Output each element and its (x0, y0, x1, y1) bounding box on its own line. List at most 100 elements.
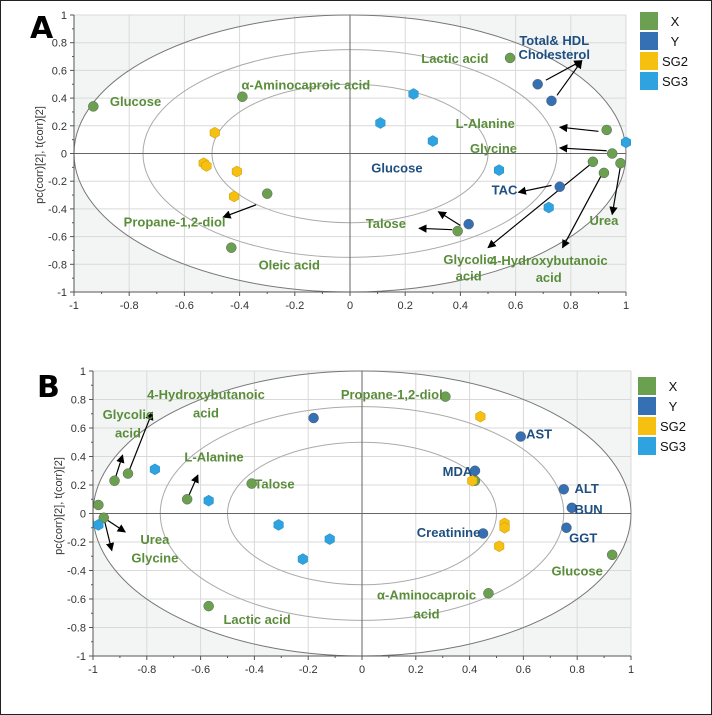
data-point-sg3 (427, 135, 438, 147)
y-axis-label-b: pc(corr)[2], t(corr)[2] (53, 457, 65, 555)
point-label: Cholesterol (518, 47, 590, 62)
annotation-arrow (222, 204, 257, 219)
x-tick-label: 0.6 (508, 300, 523, 312)
x-tick-label: -1 (69, 300, 79, 312)
legend-label-sg2: SG2 (660, 419, 686, 434)
y-tick-label: 0.6 (52, 65, 67, 77)
point-label: Glycine (470, 141, 517, 156)
x-tick-label: 0.4 (453, 300, 468, 312)
point-label: 4-Hydroxybutanoic (490, 253, 608, 268)
data-point-x (483, 588, 494, 599)
data-point-y (469, 465, 481, 476)
data-point-x (601, 124, 612, 136)
data-point-sg2 (209, 126, 220, 139)
x-tick-label: 0.2 (398, 300, 413, 312)
data-point-y (515, 431, 526, 442)
point-label: acid (193, 405, 219, 420)
legend-label-sg3: SG3 (662, 74, 688, 89)
data-point-sg2 (494, 540, 505, 553)
x-tick-label: 1 (623, 300, 629, 312)
point-label: BUN (575, 502, 603, 517)
annotation-arrow (517, 184, 552, 195)
y-tick-label: -0.6 (67, 594, 86, 606)
y-tick-label: 0.2 (71, 480, 86, 492)
point-label: Lactic acid (421, 51, 488, 66)
point-label: α-Aminocaproic acid (242, 77, 371, 92)
annotation-arrow (487, 164, 591, 249)
point-label: Talose (366, 216, 406, 231)
y-tick-label: -0.2 (67, 537, 86, 549)
legend-label-y: Y (671, 34, 680, 49)
data-point-x (203, 600, 214, 612)
y-tick-label: 0.6 (71, 423, 86, 435)
point-label: MDA (443, 464, 473, 479)
x-tick-label: -0.2 (285, 300, 304, 312)
legend-swatch-sg2 (640, 52, 658, 70)
data-point-x (262, 188, 273, 199)
y-tick-label: -1 (76, 651, 86, 663)
point-label: Glycine (131, 551, 178, 566)
data-point-x (237, 91, 248, 102)
panel-letter-b: B (37, 370, 60, 405)
y-tick-label: 0.8 (52, 38, 67, 50)
data-point-sg3 (494, 164, 505, 176)
point-label: Glucose (552, 564, 603, 579)
legend-swatch-x (640, 12, 658, 30)
x-tick-label: 0 (347, 300, 353, 312)
x-tick-label: -1 (88, 664, 98, 676)
legend-swatch-y (638, 397, 656, 415)
legend-swatch-y (640, 32, 658, 50)
data-point-sg2 (229, 190, 240, 203)
x-tick-label: -0.8 (137, 664, 156, 676)
point-label: Propane-1,2-diol (124, 214, 226, 229)
data-point-sg2 (499, 521, 510, 534)
y-axis-label-a: pc(corr)[2], t(corr)[2] (34, 106, 46, 204)
x-tick-label: -0.4 (230, 300, 249, 312)
legend-label-x: X (671, 14, 680, 29)
data-point-x (598, 167, 610, 179)
point-label: acid (456, 268, 482, 283)
legend-swatch-sg2 (638, 417, 656, 435)
panel-a: A pc(corr)[2], t(corr)[2] -1 -0.8 -0.6 -0.4… (30, 10, 688, 312)
data-point-y (477, 528, 489, 539)
x-tick-label: -0.2 (299, 664, 318, 676)
x-tick-label: -0.8 (120, 300, 139, 312)
point-label: Glucose (371, 160, 422, 175)
data-point-y (463, 218, 474, 230)
point-label: AST (526, 427, 552, 442)
y-tick-label: 0 (61, 149, 67, 161)
point-label: acid (115, 425, 141, 440)
data-point-sg3 (620, 136, 632, 149)
point-label: Creatinine (417, 525, 481, 540)
data-point-x (606, 549, 618, 561)
data-point-y (308, 412, 319, 424)
data-point-x (93, 499, 104, 511)
y-tick-label: -0.2 (48, 176, 67, 188)
data-point-sg3 (324, 533, 335, 545)
data-point-x (246, 478, 257, 489)
point-label: Urea (140, 532, 170, 547)
data-point-y (566, 502, 578, 513)
point-label: Glycolic (103, 407, 154, 422)
x-tick-label: 0.2 (408, 664, 423, 676)
x-tick-label: 0 (359, 664, 365, 676)
data-point-x (109, 475, 120, 486)
data-point-sg2 (475, 410, 486, 423)
point-label: ALT (575, 481, 599, 496)
point-label: α-Aminocaproic (377, 588, 476, 603)
y-tick-label: -0.8 (48, 259, 67, 271)
data-point-sg3 (203, 494, 214, 507)
point-label: GGT (569, 531, 597, 546)
y-tick-label: -0.4 (67, 566, 86, 578)
data-point-sg3 (408, 88, 419, 100)
y-tick-label: 0 (80, 509, 86, 521)
annotation-arrow (556, 60, 583, 96)
y-tick-label: 1 (61, 10, 67, 22)
x-tick-label: 0.8 (563, 300, 578, 312)
data-point-sg3 (543, 201, 554, 214)
point-label: Propane-1,2-diol (341, 387, 443, 402)
legend-label-y: Y (669, 399, 678, 414)
annotation-arrow (418, 224, 453, 233)
legend-label-sg2: SG2 (662, 54, 688, 69)
point-label: acid (414, 606, 440, 621)
